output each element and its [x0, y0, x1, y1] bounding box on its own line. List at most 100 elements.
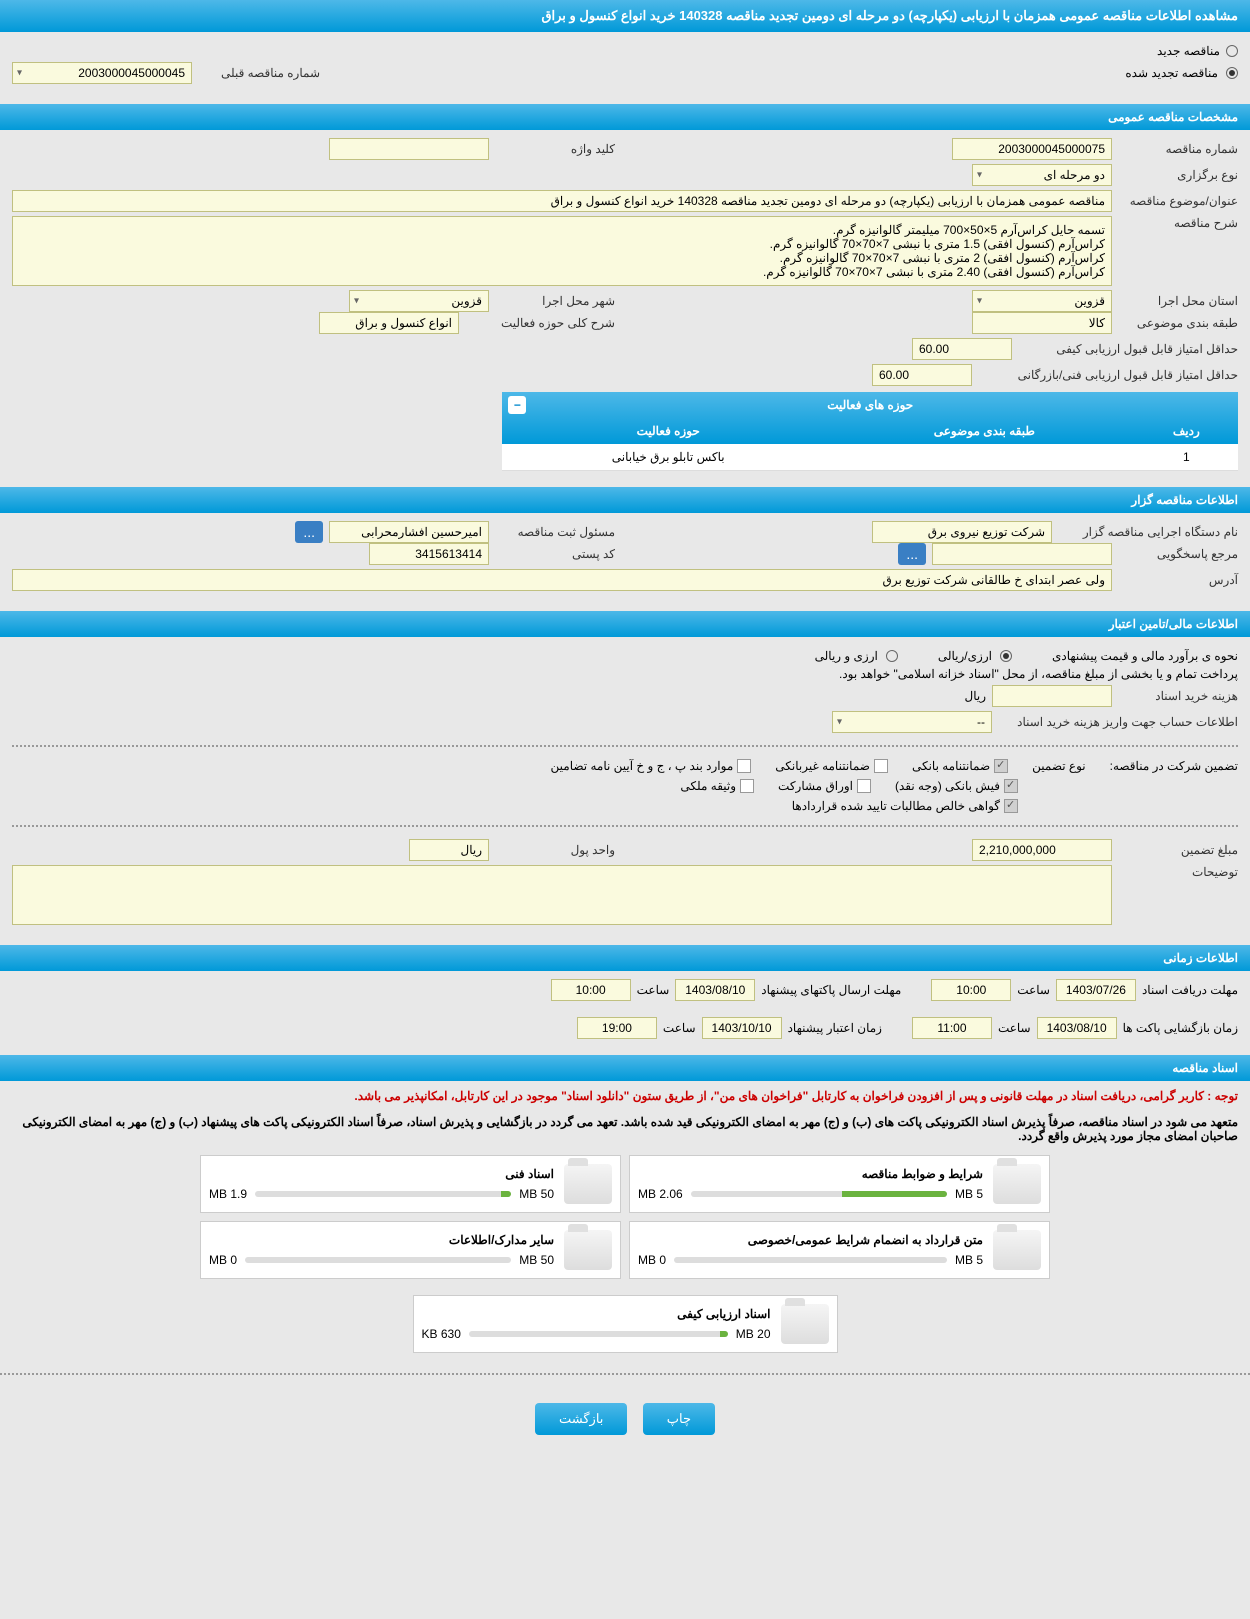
postal-field: 3415613414 — [369, 543, 489, 565]
checkbox-property[interactable] — [740, 779, 754, 793]
progress-bar — [674, 1257, 947, 1263]
new-tender-label: مناقصه جدید — [1157, 44, 1220, 58]
radio-new-tender[interactable] — [1226, 45, 1238, 57]
prev-number-label: شماره مناقصه قبلی — [200, 66, 320, 80]
chevron-down-icon: ▾ — [17, 68, 22, 79]
cell-cat — [834, 444, 1135, 471]
doc-card[interactable]: متن قرارداد به انضمام شرایط عمومی/خصوصی … — [629, 1221, 1050, 1279]
doc-title: متن قرارداد به انضمام شرایط عمومی/خصوصی — [638, 1233, 983, 1247]
doc-size: 1.9 MB — [209, 1187, 247, 1201]
doc-size: 630 KB — [422, 1327, 461, 1341]
org-field: شرکت توزیع نیروی برق — [872, 521, 1052, 543]
time-label: ساعت — [998, 1021, 1031, 1035]
guarantee-label: تضمین شرکت در مناقصه: — [1110, 759, 1238, 773]
doc-card[interactable]: شرایط و ضوابط مناقصه 5 MB 2.06 MB — [629, 1155, 1050, 1213]
chk-bonds-label: اوراق مشارکت — [778, 779, 853, 793]
send-label: مهلت ارسال پاکتهای پیشنهاد — [761, 983, 901, 997]
page-title: مشاهده اطلاعات مناقصه عمومی همزمان با ار… — [0, 0, 1250, 32]
type-label: نوع برگزاری — [1118, 168, 1238, 182]
divider — [12, 745, 1238, 747]
chk-regs-label: موارد بند پ ، ج و خ آیین نامه تضامین — [551, 759, 734, 773]
desc-field: تسمه حایل کراس‌آرم 5×50×700 میلیمتر گالو… — [12, 216, 1112, 286]
more-button-2[interactable]: ... — [898, 543, 926, 565]
number-label: شماره مناقصه — [1118, 142, 1238, 156]
category-label: طبقه بندی موضوعی — [1118, 316, 1238, 330]
type-value: دو مرحله ای — [1044, 168, 1105, 182]
doc-max: 5 MB — [955, 1187, 983, 1201]
collapse-icon[interactable]: − — [508, 396, 526, 414]
open-label: زمان بازگشایی پاکت ها — [1123, 1021, 1238, 1035]
send-time: 10:00 — [551, 979, 631, 1001]
print-button[interactable]: چاپ — [643, 1403, 715, 1435]
time-label: ساعت — [663, 1021, 696, 1035]
doc-title: اسناد فنی — [209, 1167, 554, 1181]
cell-idx: 1 — [1135, 444, 1238, 471]
doc-size: 0 MB — [638, 1253, 666, 1267]
progress-bar — [691, 1191, 947, 1197]
col-category: طبقه بندی موضوعی — [834, 418, 1135, 444]
responsible-label: مسئول ثبت مناقصه — [495, 525, 615, 539]
min-tech-label: حداقل امتیاز قابل قبول ارزیابی فنی/بازرگ… — [978, 368, 1238, 382]
doc-title: شرایط و ضوابط مناقصه — [638, 1167, 983, 1181]
divider — [12, 825, 1238, 827]
estimate-label: نحوه ی برآورد مالی و قیمت پیشنهادی — [1052, 649, 1238, 663]
activity-table-title: حوزه های فعالیت − — [502, 392, 1238, 418]
doc-card[interactable]: اسناد فنی 50 MB 1.9 MB — [200, 1155, 621, 1213]
folder-icon — [564, 1230, 612, 1270]
province-label: استان محل اجرا — [1118, 294, 1238, 308]
unit-label: واحد پول — [495, 843, 615, 857]
folder-icon — [993, 1230, 1041, 1270]
notice-black: متعهد می شود در اسناد مناقصه، صرفاً پذیر… — [0, 1111, 1250, 1147]
checkbox-cash[interactable] — [1004, 779, 1018, 793]
prev-number-select[interactable]: 2003000045000045 ▾ — [12, 62, 192, 84]
checkbox-bonds[interactable] — [857, 779, 871, 793]
chk-contracts-label: گواهی خالص مطالبات تایید شده قراردادها — [792, 799, 1000, 813]
checkbox-bank[interactable] — [994, 759, 1008, 773]
chk-property-label: وثیقه ملکی — [680, 779, 736, 793]
city-select[interactable]: قزوین ▾ — [349, 290, 489, 312]
doc-max: 50 MB — [519, 1187, 554, 1201]
checkbox-contracts[interactable] — [1004, 799, 1018, 813]
city-value: قزوین — [451, 294, 482, 308]
prev-number-value: 2003000045000045 — [78, 66, 185, 80]
chk-bank-label: ضمانتنامه بانکی — [912, 759, 990, 773]
activity-table: حوزه های فعالیت − ردیف طبقه بندی موضوعی … — [502, 392, 1238, 471]
type-select[interactable]: دو مرحله ای ▾ — [972, 164, 1112, 186]
desc-label: شرح مناقصه — [1118, 216, 1238, 230]
checkbox-nonbank[interactable] — [874, 759, 888, 773]
amount-label: مبلغ تضمین — [1118, 843, 1238, 857]
progress-bar — [469, 1331, 728, 1337]
min-tech-field: 60.00 — [872, 364, 972, 386]
category-field: کالا — [972, 312, 1112, 334]
address-label: آدرس — [1118, 573, 1238, 587]
folder-icon — [564, 1164, 612, 1204]
notes-field[interactable] — [12, 865, 1112, 925]
cell-act: باکس تابلو برق خیابانی — [502, 444, 834, 471]
min-quality-field: 60.00 — [912, 338, 1012, 360]
checkbox-regs[interactable] — [737, 759, 751, 773]
folder-icon — [993, 1164, 1041, 1204]
validity-time: 19:00 — [577, 1017, 657, 1039]
doc-max: 50 MB — [519, 1253, 554, 1267]
section-organizer: اطلاعات مناقصه گزار — [0, 487, 1250, 513]
contact-label: مرجع پاسخگویی — [1118, 547, 1238, 561]
doc-card[interactable]: سایر مدارک/اطلاعات 50 MB 0 MB — [200, 1221, 621, 1279]
doc-max: 20 MB — [736, 1327, 771, 1341]
radio-foreign[interactable] — [886, 650, 898, 662]
keyword-field[interactable] — [329, 138, 489, 160]
doc-card[interactable]: اسناد ارزیابی کیفی 20 MB 630 KB — [413, 1295, 838, 1353]
chevron-down-icon: ▾ — [837, 717, 842, 728]
col-row: ردیف — [1135, 418, 1238, 444]
chevron-down-icon: ▾ — [977, 296, 982, 307]
more-button[interactable]: ... — [295, 521, 323, 543]
radio-renewed-tender[interactable] — [1226, 67, 1238, 79]
contact-field[interactable] — [932, 543, 1112, 565]
foreign-label: ارزی و ریالی — [815, 649, 878, 663]
guarantee-type-label: نوع تضمین — [1032, 759, 1085, 773]
radio-rial[interactable] — [1000, 650, 1012, 662]
purchase-cost-field[interactable] — [992, 685, 1112, 707]
back-button[interactable]: بازگشت — [535, 1403, 627, 1435]
activity-desc-label: شرح کلی حوزه فعالیت — [465, 316, 615, 330]
account-select[interactable]: -- ▾ — [832, 711, 992, 733]
province-select[interactable]: قزوین ▾ — [972, 290, 1112, 312]
